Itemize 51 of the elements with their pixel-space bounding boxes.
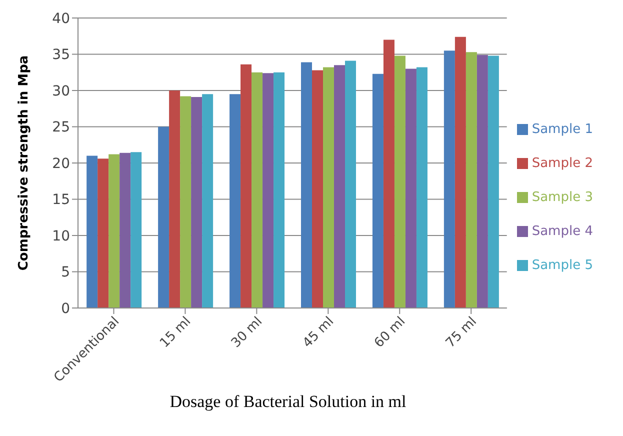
bar xyxy=(262,73,274,308)
x-tick-label: 15 ml xyxy=(157,314,194,351)
bar xyxy=(180,96,192,308)
bar xyxy=(466,52,477,308)
bar xyxy=(230,94,241,308)
bar xyxy=(372,74,384,308)
bar xyxy=(405,68,416,308)
bar xyxy=(169,90,180,308)
y-tick-label: 30 xyxy=(52,83,70,100)
y-tick-label: 10 xyxy=(52,228,70,244)
y-tick-label: 0 xyxy=(61,300,70,317)
bar xyxy=(394,56,406,308)
y-tick-label: 35 xyxy=(52,47,70,64)
bar xyxy=(202,94,214,308)
y-tick-label: 25 xyxy=(52,120,70,136)
x-axis-title: Dosage of Bacterial Solution in ml xyxy=(168,392,408,412)
x-tick-label: 60 ml xyxy=(372,314,408,351)
bar xyxy=(98,158,109,308)
bar xyxy=(86,156,98,308)
bar xyxy=(488,56,499,308)
bar xyxy=(323,67,334,308)
bar xyxy=(444,50,455,308)
bar xyxy=(130,152,142,308)
bar xyxy=(274,72,285,308)
x-tick-label: 75 ml xyxy=(443,314,480,351)
bar xyxy=(191,97,202,308)
bar xyxy=(345,60,356,308)
bar xyxy=(476,54,488,308)
bar xyxy=(383,40,394,308)
bar xyxy=(158,126,170,308)
legend-label: Sample 4 xyxy=(532,224,593,239)
y-tick-label: 20 xyxy=(52,156,70,172)
bar xyxy=(416,67,428,308)
legend-label: Sample 5 xyxy=(532,258,593,273)
x-tick-label: 30 ml xyxy=(228,314,266,351)
legend-label: Sample 3 xyxy=(532,190,593,205)
bar xyxy=(108,154,120,308)
bar xyxy=(334,65,345,308)
bar xyxy=(312,70,323,308)
bar xyxy=(120,152,131,308)
y-tick-label: 40 xyxy=(52,10,70,27)
bar xyxy=(240,64,252,308)
legend-label: Sample 2 xyxy=(532,156,593,171)
bar xyxy=(301,62,312,308)
y-tick-label: 15 xyxy=(52,192,70,208)
y-axis-title: Compressive strength in Mpa xyxy=(16,55,32,271)
y-tick-label: 5 xyxy=(61,264,70,281)
x-tick-label: 45 ml xyxy=(300,314,337,351)
bar xyxy=(252,72,263,308)
legend-label: Sample 1 xyxy=(532,122,593,137)
bar xyxy=(454,36,466,308)
